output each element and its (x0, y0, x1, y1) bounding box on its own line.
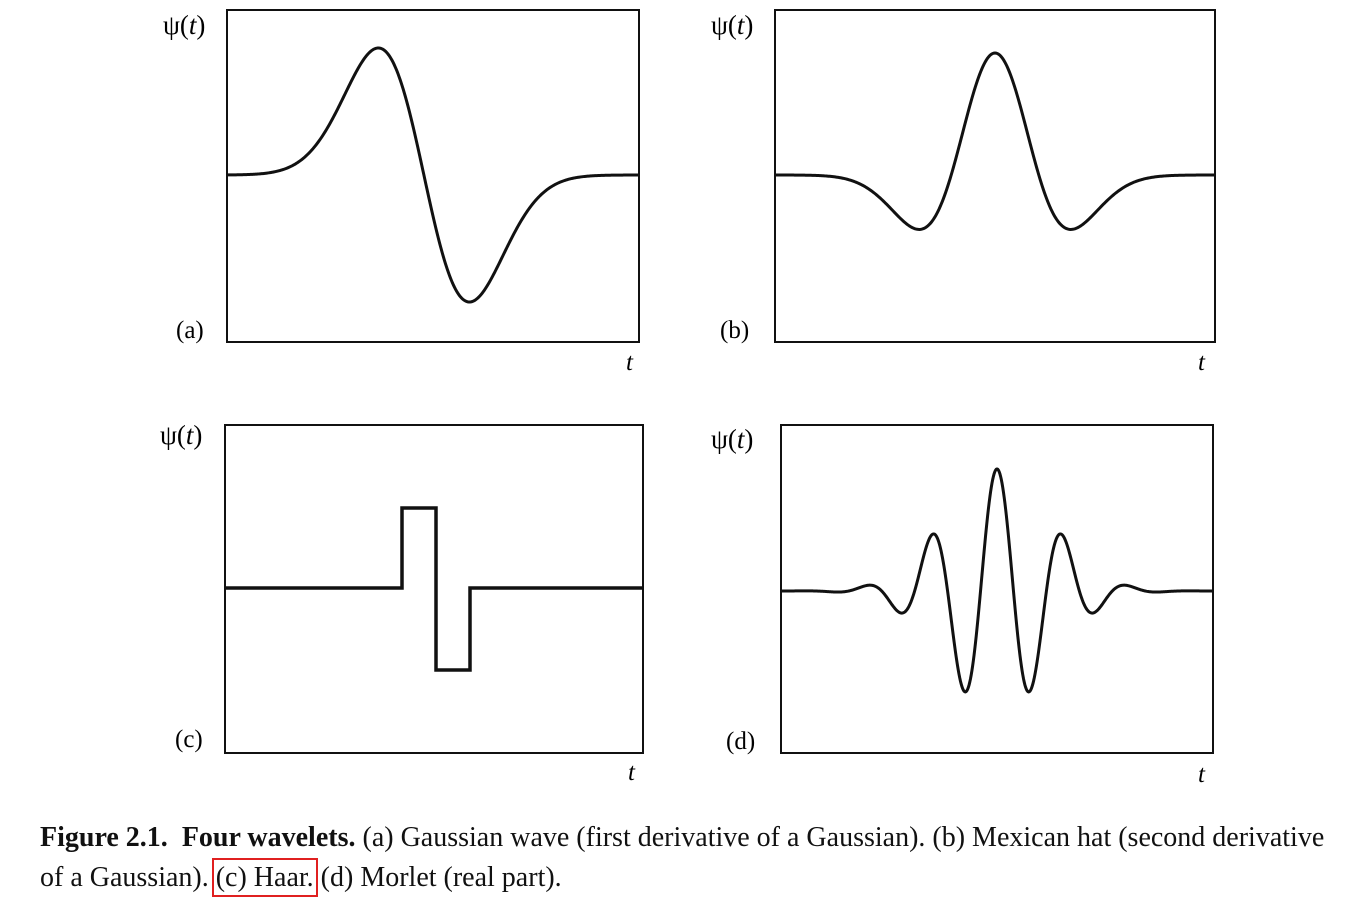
panel-a-y-axis-label: ψ(t) (163, 10, 206, 40)
panel-b-wavelet-curve (776, 51, 1214, 231)
panel-a-chart (227, 46, 638, 304)
panel-c-x-axis-label: t (628, 759, 635, 786)
caption-part-d: (d) Morlet (real part). (320, 862, 562, 893)
caption-part-c-highlighted: (c) Haar. (211, 858, 318, 897)
panel-b-label: (b) (720, 317, 750, 344)
panel-a-label: (a) (176, 317, 204, 344)
panel-a-plot-area (226, 9, 640, 343)
panel-d-x-axis-label: t (1198, 761, 1205, 788)
panel-c-y-axis-label: ψ(t) (160, 420, 203, 450)
caption-figure-number: Figure 2.1. (40, 822, 168, 853)
panel-d-plot-area (780, 424, 1214, 754)
panel-b-chart (776, 51, 1214, 231)
panel-b-x-axis-label: t (1198, 349, 1205, 376)
panel-b-y-axis-label: ψ(t) (711, 10, 754, 40)
panel-a-x-axis-label: t (626, 349, 633, 376)
panel-a-wavelet-curve (227, 46, 638, 304)
panel-b-plot-area (774, 9, 1216, 343)
panel-d-wavelet-curve (782, 467, 1212, 694)
caption-part-a: (a) Gaussian wave (first derivative of a… (362, 822, 926, 853)
caption-part-b: (b) Mexican hat (second derivative of a … (40, 822, 1325, 893)
panel-c-plot-area (224, 424, 644, 754)
caption-title: Four wavelets. (181, 822, 356, 853)
panel-d-label: (d) (726, 728, 756, 755)
panel-c-label: (c) (175, 726, 203, 753)
panel-d-chart (782, 467, 1212, 694)
panel-d-y-axis-label: ψ(t) (711, 424, 754, 454)
panel-c-wavelet-curve (226, 506, 642, 672)
panel-c-chart (226, 506, 642, 672)
figure-caption: Figure 2.1. Four wavelets. (a) Gaussian … (40, 818, 1340, 898)
